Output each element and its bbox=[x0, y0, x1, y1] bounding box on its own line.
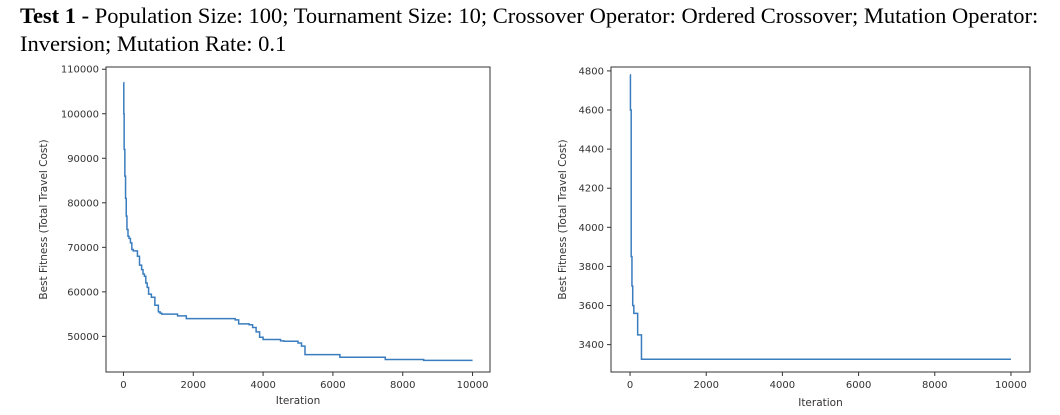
plot-frame bbox=[610, 66, 1031, 373]
y-tick-label: 3800 bbox=[579, 262, 604, 273]
x-tick-label: 4000 bbox=[250, 380, 275, 391]
y-tick-label: 100000 bbox=[61, 109, 99, 120]
x-tick-label: 2000 bbox=[694, 380, 719, 391]
y-tick-label: 3600 bbox=[579, 301, 604, 312]
y-tick-label: 60000 bbox=[67, 287, 99, 298]
x-tick-label: 8000 bbox=[390, 380, 415, 391]
test-label: Test 1 - bbox=[20, 3, 90, 28]
y-tick-label: 90000 bbox=[67, 154, 99, 165]
y-tick-label: 70000 bbox=[67, 243, 99, 254]
y-tick-label: 110000 bbox=[61, 65, 99, 76]
y-axis-label: Best Fitness (Total Travel Cost) bbox=[557, 139, 569, 299]
x-tick-label: 10000 bbox=[457, 380, 489, 391]
x-tick-label: 10000 bbox=[995, 380, 1027, 391]
test-parameters: Population Size: 100; Tournament Size: 1… bbox=[20, 3, 1039, 56]
y-tick-label: 4600 bbox=[579, 106, 604, 117]
y-tick-label: 50000 bbox=[67, 332, 99, 343]
figure-caption: Test 1 - Population Size: 100; Tournamen… bbox=[20, 2, 1050, 58]
x-tick-label: 8000 bbox=[922, 380, 947, 391]
x-axis-label: Iteration bbox=[276, 395, 321, 407]
y-tick-label: 4200 bbox=[579, 184, 604, 195]
y-tick-label: 80000 bbox=[67, 198, 99, 209]
chart-left: 0 2000 4000 6000 8000 10000 50000 60000 70000 800… bbox=[38, 65, 491, 407]
fitness-series-line bbox=[629, 74, 1011, 361]
x-tick-label: 2000 bbox=[181, 380, 206, 391]
x-tick-label: 0 bbox=[627, 380, 633, 391]
y-tick-label: 4800 bbox=[579, 66, 604, 77]
x-tick-label: 6000 bbox=[320, 380, 345, 391]
y-tick-label: 4400 bbox=[579, 145, 604, 156]
y-tick-label: 3400 bbox=[579, 340, 604, 351]
x-axis-label: Iteration bbox=[798, 397, 843, 409]
y-axis-label: Best Fitness (Total Travel Cost) bbox=[38, 139, 50, 299]
fitness-series-line bbox=[123, 81, 473, 362]
y-tick-label: 4000 bbox=[579, 223, 604, 234]
x-tick-label: 0 bbox=[120, 380, 126, 391]
x-tick-label: 4000 bbox=[770, 380, 795, 391]
plot-frame bbox=[105, 66, 491, 373]
x-tick-label: 6000 bbox=[846, 380, 871, 391]
